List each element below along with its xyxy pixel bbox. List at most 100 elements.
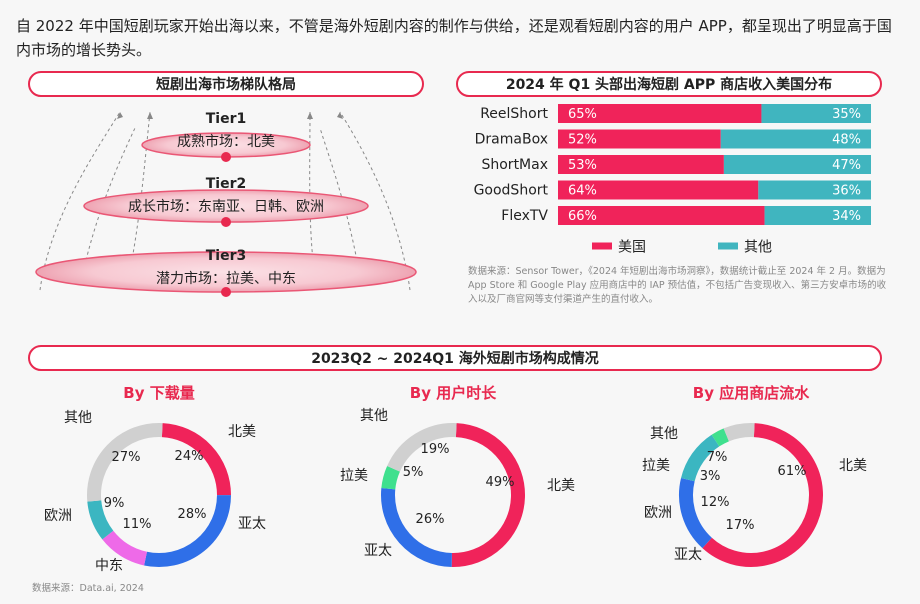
donut-region-label: 亚太	[364, 543, 392, 559]
donut-region-label: 北美	[228, 424, 256, 440]
market-source-note: 数据来源：Data.ai, 2024	[32, 583, 144, 594]
tier1-name: Tier1	[205, 111, 247, 127]
legend-swatch	[718, 242, 738, 250]
donut-slice	[702, 423, 823, 567]
bar-category-label: DramaBox	[475, 132, 548, 148]
bar-segment-other	[723, 155, 871, 174]
tier2-dot	[221, 217, 231, 227]
donut-slice	[381, 487, 453, 567]
donut-slice	[87, 500, 114, 540]
bar-value-label: 35%	[832, 107, 861, 122]
bar-category-label: ReelShort	[480, 106, 548, 122]
donut-region-label: 亚太	[238, 516, 266, 532]
arrow-head-2	[147, 112, 153, 119]
bar-value-label: 64%	[568, 184, 597, 199]
donut-slice	[451, 423, 525, 567]
donut-slice	[381, 465, 401, 490]
donut-region-label: 拉美	[642, 458, 670, 474]
revenue-bar-chart: ReelShort 65% 35% DramaBox 52% 48% ShortMax 53%…	[474, 104, 871, 256]
arrow-left-outer	[39, 111, 121, 291]
donut-title: By 应用商店流水	[693, 384, 810, 402]
donut-percent-label: 24%	[175, 449, 204, 464]
donut-percent-label: 61%	[778, 464, 807, 479]
tier3-desc: 潜力市场：拉美、中东	[156, 271, 296, 287]
donut-slice	[87, 423, 163, 502]
tier1-desc: 成熟市场：北美	[177, 134, 275, 150]
bar-value-label: 34%	[832, 209, 861, 224]
donut-percent-label: 9%	[104, 496, 125, 511]
donut-region-label: 中东	[95, 558, 123, 574]
donut-title: By 下载量	[123, 384, 194, 402]
donut-region-label: 欧洲	[44, 508, 72, 524]
bar-segment-us	[558, 180, 759, 200]
donut-percent-label: 28%	[178, 507, 207, 522]
bar-segment-other	[720, 129, 871, 149]
bar-segment-us	[558, 104, 762, 123]
donut-region-label: 亚太	[674, 547, 702, 563]
donut-percent-label: 26%	[416, 512, 445, 527]
donut-region-label: 其他	[650, 426, 678, 442]
donut-percent-label: 3%	[700, 469, 721, 484]
donut-region-label: 欧洲	[644, 505, 672, 521]
bar-segment-other	[761, 104, 871, 123]
arrow-head-4	[337, 112, 343, 119]
donut-percent-label: 49%	[486, 475, 515, 490]
revenue-source-note: 数据来源：Sensor Tower，《2024 年短剧出海市场洞察》，数据统计截…	[468, 266, 887, 305]
donut-slice	[144, 494, 231, 567]
tier-section-header: 短剧出海市场梯队格局	[28, 71, 424, 97]
arrow-right-inner	[309, 111, 315, 271]
donut-percent-label: 12%	[701, 495, 730, 510]
bar-value-label: 53%	[568, 158, 597, 173]
donut-percent-label: 19%	[421, 442, 450, 457]
bar-category-label: GoodShort	[474, 183, 549, 199]
arrow-head-1	[117, 112, 123, 119]
donut-slice	[711, 428, 730, 447]
legend-label: 美国	[618, 240, 646, 256]
tier3-name: Tier3	[205, 248, 247, 264]
market-section-header: 2023Q2 ~ 2024Q1 海外短剧市场构成情况	[28, 345, 882, 371]
donut-region-label: 北美	[547, 478, 575, 494]
tier2-desc: 成长市场：东南亚、日韩、欧洲	[128, 199, 324, 215]
donut-percent-label: 27%	[112, 450, 141, 465]
donut-slice	[681, 434, 720, 482]
bar-category-label: ShortMax	[481, 157, 548, 173]
arrow-head-3	[307, 112, 313, 119]
market-section-title: 2023Q2 ~ 2024Q1 海外短剧市场构成情况	[311, 351, 599, 367]
donut-region-label: 其他	[64, 410, 92, 426]
bar-value-label: 66%	[568, 209, 597, 224]
revenue-section-header: 2024 年 Q1 头部出海短剧 APP 商店收入美国分布	[456, 71, 882, 97]
donut-percent-label: 7%	[707, 450, 728, 465]
bar-category-label: FlexTV	[501, 208, 548, 224]
bar-value-label: 36%	[832, 184, 861, 199]
legend-swatch	[592, 242, 612, 250]
bar-segment-other	[758, 180, 871, 200]
donut-slice	[387, 423, 457, 472]
bar-segment-us	[558, 206, 765, 225]
bar-value-label: 47%	[832, 158, 861, 173]
donut-percent-label: 11%	[123, 517, 152, 532]
bar-segment-other	[764, 206, 871, 225]
tier2-name: Tier2	[205, 176, 247, 192]
arrow-left-inner	[129, 111, 151, 271]
donut-region-label: 北美	[839, 458, 867, 474]
bar-segment-us	[558, 129, 721, 149]
legend-label: 其他	[744, 240, 772, 256]
donut-region-label: 其他	[360, 408, 388, 424]
tier-pyramid	[35, 111, 417, 297]
donut-title: By 用户时长	[410, 384, 497, 402]
donut-slice	[679, 477, 713, 549]
bar-value-label: 65%	[568, 107, 597, 122]
intro-text: 自 2022 年中国短剧玩家开始出海以来，不管是海外短剧内容的制作与供给，还是观…	[16, 17, 892, 59]
donut-percent-label: 17%	[726, 518, 755, 533]
tier3-dot	[221, 287, 231, 297]
arrow-left-mid	[81, 127, 136, 279]
donut-slice	[161, 423, 232, 496]
bar-value-label: 52%	[568, 133, 597, 148]
tier1-dot	[221, 152, 231, 162]
bar-segment-us	[558, 155, 724, 174]
donut-region-label: 拉美	[340, 468, 368, 484]
tier-section-title: 短剧出海市场梯队格局	[156, 77, 296, 93]
